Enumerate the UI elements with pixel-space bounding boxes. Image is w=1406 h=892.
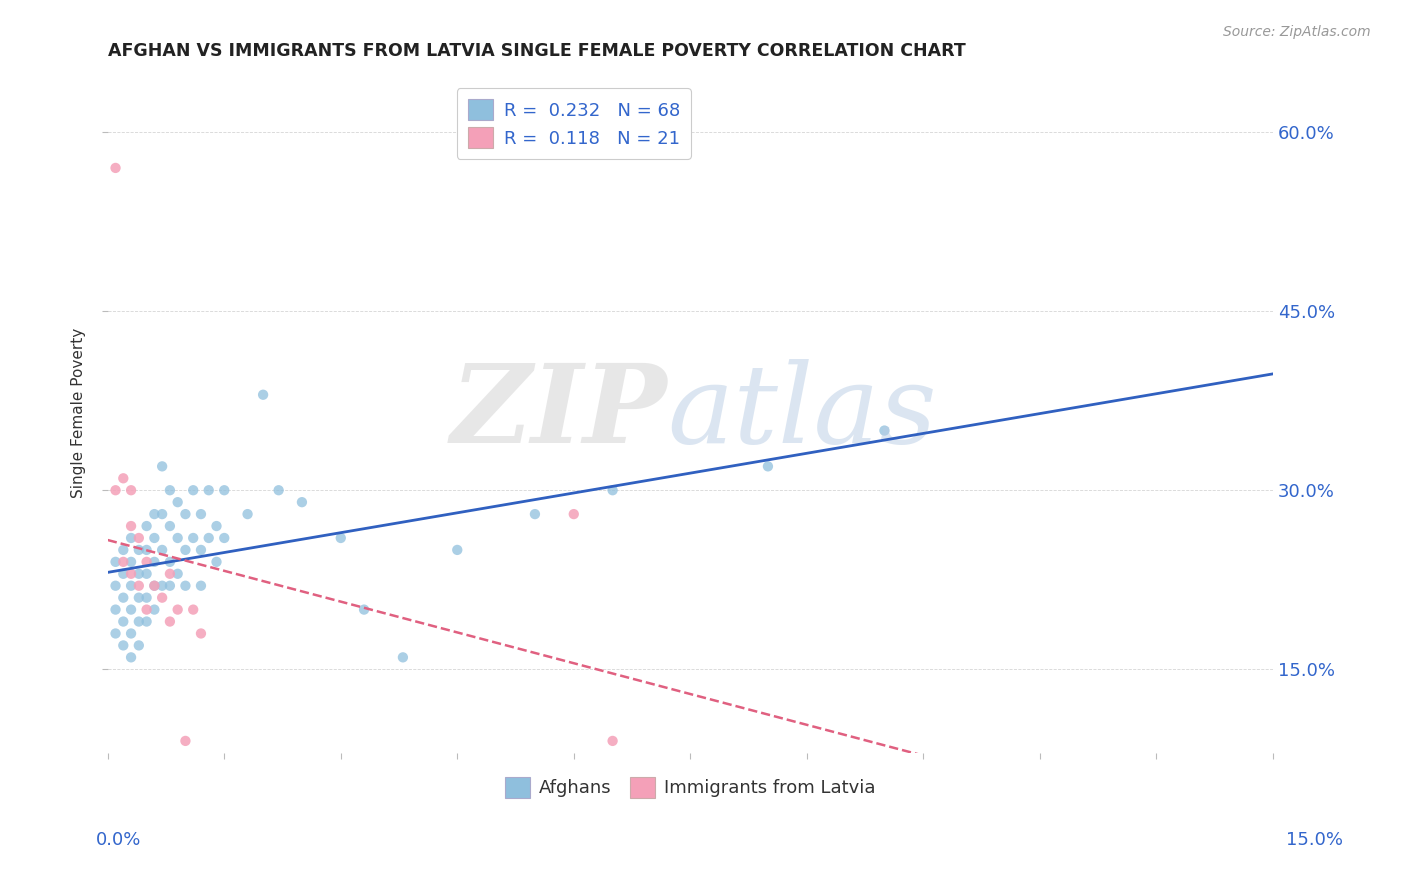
Point (190, 507, 212, 521)
Point (128, 531, 150, 545)
Point (120, 650, 142, 665)
Point (174, 507, 197, 521)
Point (120, 555, 142, 569)
Point (159, 566, 181, 581)
Point (143, 555, 166, 569)
Point (112, 566, 135, 581)
Point (150, 591, 173, 605)
Point (143, 579, 166, 593)
Point (562, 507, 585, 521)
Text: ZIP: ZIP (450, 359, 666, 467)
Point (104, 555, 127, 569)
Point (166, 495, 188, 509)
Point (120, 519, 142, 533)
Point (159, 615, 181, 629)
Point (174, 579, 197, 593)
Point (120, 602, 142, 616)
Point (112, 639, 135, 653)
Point (602, 734, 624, 748)
Point (128, 591, 150, 605)
Point (159, 579, 181, 593)
Point (128, 615, 150, 629)
Point (104, 602, 127, 616)
Point (120, 566, 142, 581)
Point (181, 531, 204, 545)
Point (104, 579, 127, 593)
Point (181, 483, 204, 498)
Text: 0.0%: 0.0% (96, 831, 141, 849)
Point (190, 626, 212, 640)
Point (112, 591, 135, 605)
Point (159, 555, 181, 569)
Point (756, 459, 779, 474)
Point (104, 161, 127, 175)
Text: Source: ZipAtlas.com: Source: ZipAtlas.com (1223, 25, 1371, 39)
Point (174, 543, 197, 558)
Point (135, 591, 157, 605)
Y-axis label: Single Female Poverty: Single Female Poverty (72, 327, 86, 498)
Text: atlas: atlas (666, 359, 936, 467)
Point (150, 459, 173, 474)
Point (197, 483, 219, 498)
Point (181, 602, 204, 616)
Text: 15.0%: 15.0% (1285, 831, 1343, 849)
Point (135, 519, 157, 533)
Point (112, 543, 135, 558)
Point (128, 579, 150, 593)
Point (135, 555, 157, 569)
Point (392, 650, 415, 665)
Point (446, 543, 468, 558)
Point (329, 531, 352, 545)
Point (236, 507, 259, 521)
Point (873, 424, 896, 438)
Point (135, 602, 157, 616)
Point (143, 507, 166, 521)
Point (174, 734, 197, 748)
Point (143, 579, 166, 593)
Point (128, 639, 150, 653)
Point (523, 507, 546, 521)
Point (104, 626, 127, 640)
Point (205, 519, 228, 533)
Point (135, 543, 157, 558)
Point (166, 602, 188, 616)
Point (150, 543, 173, 558)
Point (112, 555, 135, 569)
Point (166, 531, 188, 545)
Point (159, 483, 181, 498)
Point (166, 566, 188, 581)
Point (143, 602, 166, 616)
Point (214, 483, 236, 498)
Point (120, 483, 142, 498)
Point (120, 579, 142, 593)
Point (205, 555, 228, 569)
Point (602, 483, 624, 498)
Point (120, 531, 142, 545)
Point (135, 615, 157, 629)
Point (112, 471, 135, 485)
Point (150, 579, 173, 593)
Point (143, 531, 166, 545)
Legend: Afghans, Immigrants from Latvia: Afghans, Immigrants from Latvia (498, 770, 883, 805)
Point (190, 543, 212, 558)
Point (291, 495, 314, 509)
Point (159, 519, 181, 533)
Point (267, 483, 290, 498)
Point (104, 483, 127, 498)
Point (252, 388, 274, 402)
Text: AFGHAN VS IMMIGRANTS FROM LATVIA SINGLE FEMALE POVERTY CORRELATION CHART: AFGHAN VS IMMIGRANTS FROM LATVIA SINGLE … (108, 42, 966, 60)
Point (112, 615, 135, 629)
Point (135, 566, 157, 581)
Point (120, 626, 142, 640)
Point (128, 566, 150, 581)
Point (353, 602, 375, 616)
Point (128, 543, 150, 558)
Point (197, 531, 219, 545)
Point (190, 579, 212, 593)
Point (150, 507, 173, 521)
Point (214, 531, 236, 545)
